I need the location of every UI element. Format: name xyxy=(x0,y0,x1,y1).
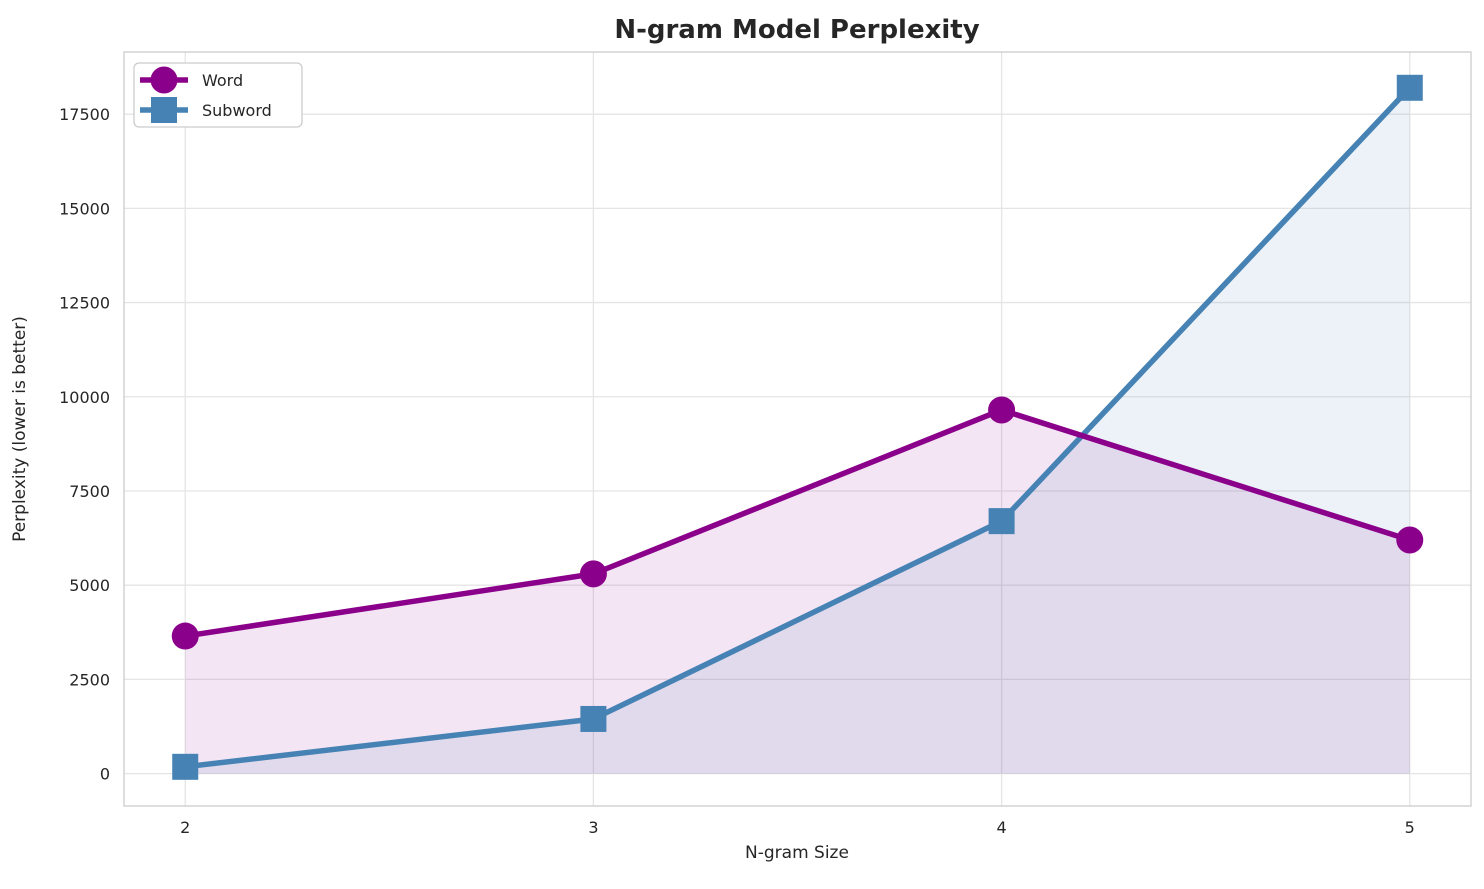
series-layer xyxy=(171,74,1424,780)
marker-square xyxy=(580,705,607,732)
marker-circle xyxy=(579,560,607,588)
chart-title: N-gram Model Perplexity xyxy=(614,15,979,45)
marker-circle xyxy=(1396,526,1424,554)
marker-square xyxy=(172,753,199,780)
legend-label-word: Word xyxy=(202,71,243,90)
y-tick-label: 15000 xyxy=(59,199,110,218)
marker-circle xyxy=(171,622,199,650)
area-fill-word xyxy=(185,409,1410,774)
y-tick-label: 2500 xyxy=(69,670,110,689)
marker-square xyxy=(988,508,1015,535)
line-word xyxy=(182,407,1413,639)
marker-circle xyxy=(988,396,1016,424)
x-axis-label: N-gram Size xyxy=(745,843,849,863)
tick-label-layer: 0 2500 5000 7500 10000 12500 15000 17500 2 3 4 5 xyxy=(59,105,1415,837)
series-word xyxy=(171,396,1424,650)
y-tick-label: 7500 xyxy=(69,482,110,501)
x-tick-label: 3 xyxy=(588,818,598,837)
y-tick-label: 17500 xyxy=(59,105,110,124)
legend-label-subword: Subword xyxy=(202,101,272,120)
y-axis-label: Perplexity (lower is better) xyxy=(10,316,30,542)
series-subword xyxy=(172,74,1423,780)
x-tick-label: 5 xyxy=(1405,818,1415,837)
x-tick-label: 2 xyxy=(180,818,190,837)
legend-marker-square xyxy=(151,97,177,123)
legend: Word Subword xyxy=(133,62,303,128)
marker-square xyxy=(1396,74,1423,101)
y-tick-label: 0 xyxy=(100,765,110,784)
y-tick-label: 10000 xyxy=(59,388,110,407)
y-tick-label: 12500 xyxy=(59,294,110,313)
y-tick-label: 5000 xyxy=(69,576,110,595)
area-fill-layer xyxy=(185,87,1410,774)
axes-spines xyxy=(123,51,1472,807)
line-subword xyxy=(182,85,1413,770)
grid-layer xyxy=(124,52,1471,806)
x-tick-label: 4 xyxy=(996,818,1006,837)
legend-marker-circle xyxy=(150,66,178,94)
plot-border xyxy=(123,51,1472,807)
area-fill-subword xyxy=(185,87,1410,774)
